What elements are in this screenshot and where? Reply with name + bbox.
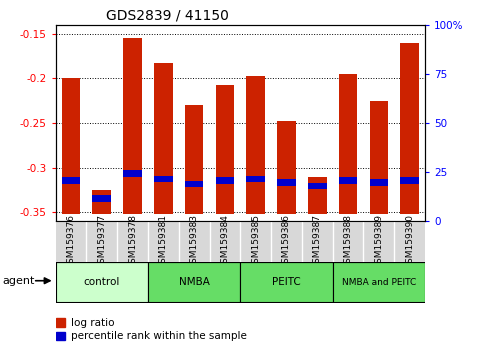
Text: GSM159383: GSM159383 — [190, 214, 199, 269]
Bar — [277, 179, 296, 185]
Text: GSM159387: GSM159387 — [313, 214, 322, 269]
Text: PEITC: PEITC — [272, 277, 301, 287]
Bar — [277, 121, 296, 214]
Bar — [308, 177, 327, 214]
Bar — [240, 262, 333, 303]
Text: GSM159381: GSM159381 — [159, 214, 168, 269]
Bar — [400, 42, 419, 214]
Bar — [56, 318, 65, 327]
Bar — [56, 332, 65, 341]
Bar — [154, 63, 172, 214]
Bar — [369, 179, 388, 185]
Text: GSM159377: GSM159377 — [97, 214, 106, 269]
Bar — [123, 38, 142, 214]
Bar — [400, 177, 419, 184]
Bar — [246, 76, 265, 214]
Bar — [215, 85, 234, 214]
Text: GSM159376: GSM159376 — [67, 214, 75, 269]
Text: GSM159386: GSM159386 — [282, 214, 291, 269]
Bar — [369, 101, 388, 214]
Text: GSM159385: GSM159385 — [251, 214, 260, 269]
Bar — [185, 105, 203, 214]
Bar — [339, 177, 357, 184]
Text: NMBA: NMBA — [179, 277, 210, 287]
Text: NMBA and PEITC: NMBA and PEITC — [342, 278, 416, 287]
Text: GSM159384: GSM159384 — [220, 214, 229, 269]
Bar — [339, 74, 357, 214]
Bar — [185, 181, 203, 187]
Text: GSM159389: GSM159389 — [374, 214, 384, 269]
Bar — [123, 170, 142, 177]
Text: GDS2839 / 41150: GDS2839 / 41150 — [106, 9, 229, 23]
Bar — [92, 195, 111, 202]
Bar — [56, 262, 148, 303]
Bar — [92, 190, 111, 214]
Bar — [308, 183, 327, 189]
Bar — [215, 177, 234, 184]
Text: GSM159378: GSM159378 — [128, 214, 137, 269]
Text: log ratio: log ratio — [71, 318, 114, 327]
Bar — [62, 78, 80, 214]
Bar — [333, 262, 425, 303]
Text: control: control — [84, 277, 120, 287]
Bar — [62, 177, 80, 184]
Bar — [148, 262, 241, 303]
Text: agent: agent — [2, 276, 35, 286]
Text: GSM159388: GSM159388 — [343, 214, 353, 269]
Bar — [154, 176, 172, 182]
Bar — [246, 176, 265, 182]
Text: GSM159390: GSM159390 — [405, 214, 414, 269]
Text: percentile rank within the sample: percentile rank within the sample — [71, 331, 247, 341]
